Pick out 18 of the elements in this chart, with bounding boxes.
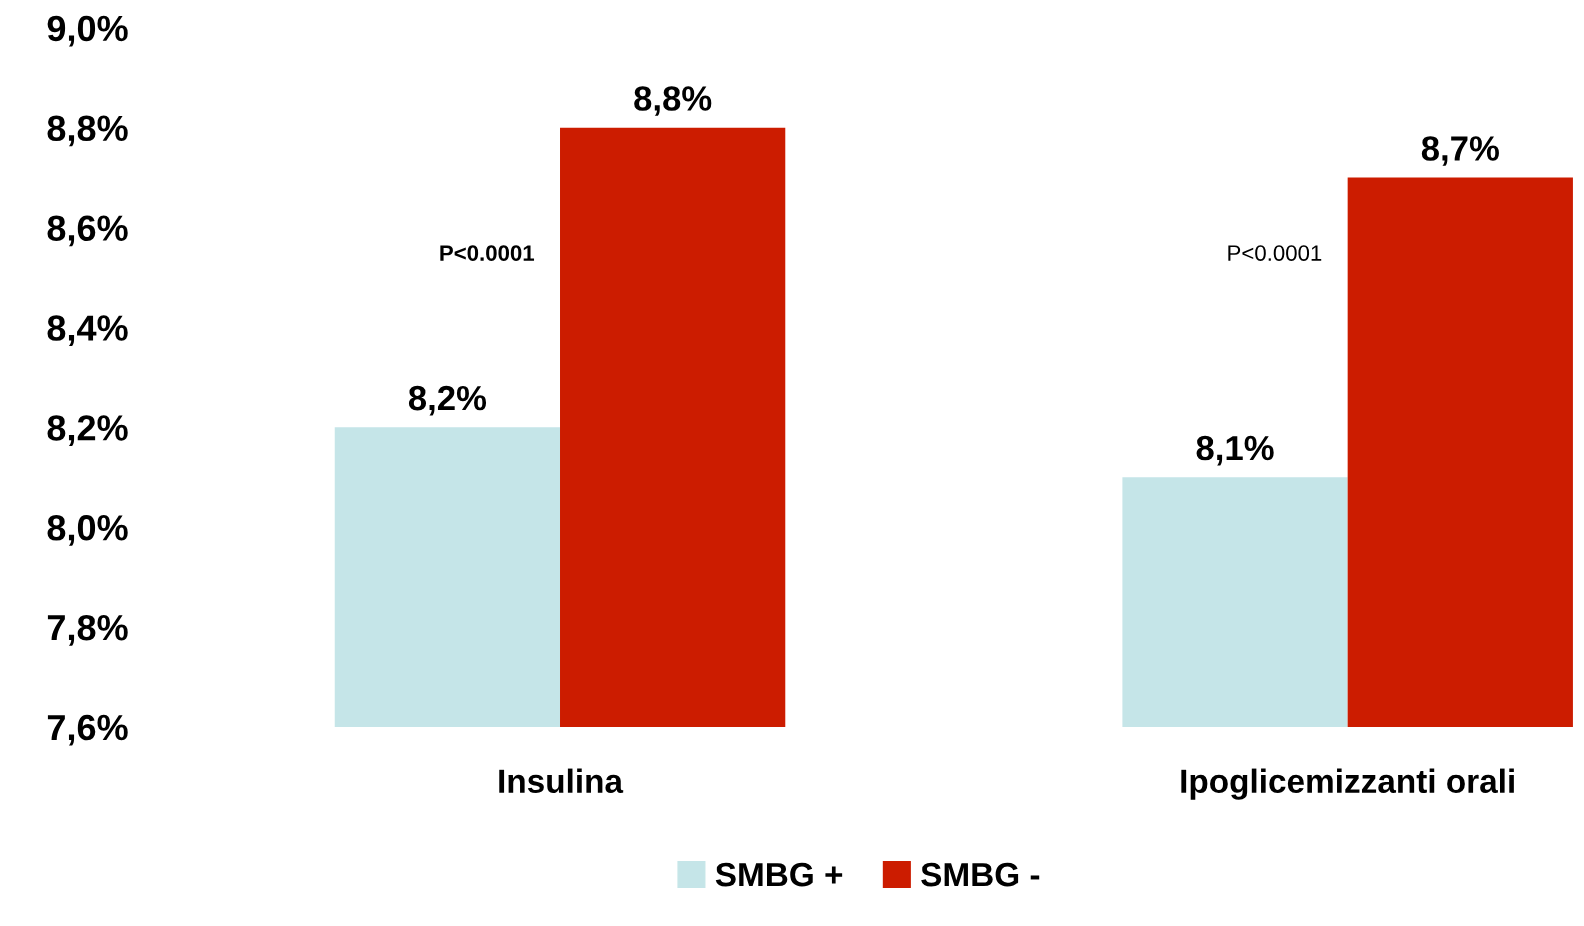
x-tick-label: Ipoglicemizzanti orali: [1181, 768, 1514, 800]
y-tick-label: 7,8%: [47, 614, 128, 646]
legend-label: SMBG -: [921, 862, 1040, 887]
y-tick-label: 8,2%: [47, 415, 128, 446]
x-tick-label: Insulina: [499, 768, 624, 794]
y-tick-label: 8,0%: [47, 515, 128, 546]
data-label: 8,1%: [1196, 435, 1274, 466]
data-label: 8,2%: [408, 385, 487, 416]
y-tick-label: 9,0%: [47, 15, 128, 47]
annotation: P<0.0001: [1228, 245, 1322, 261]
annotation: P<0.0001: [440, 245, 535, 261]
y-tick-label: 8,6%: [47, 215, 128, 247]
data-label: 8,8%: [634, 86, 712, 116]
y-tick-label: 8,8%: [47, 115, 128, 147]
y-tick-label: 8,4%: [47, 315, 128, 347]
legend-label: SMBG +: [715, 862, 843, 887]
data-label: 8,7%: [1421, 136, 1499, 166]
y-tick-label: 7,6%: [47, 714, 128, 746]
